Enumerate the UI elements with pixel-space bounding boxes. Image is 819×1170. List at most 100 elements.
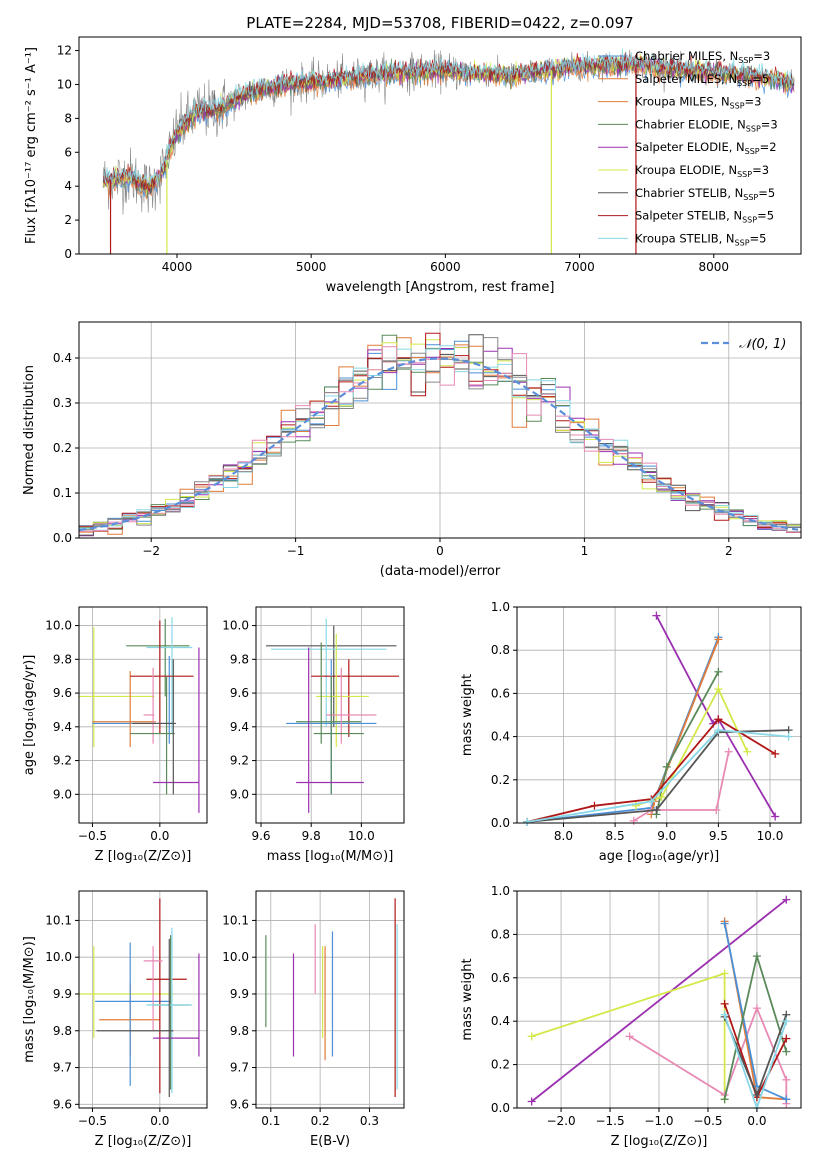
y-axis-label: age [log₁₀(age/yr)] bbox=[22, 655, 37, 776]
x-tick-label: 0.2 bbox=[311, 1114, 330, 1128]
x-axis-label: (data-model)/error bbox=[380, 564, 501, 579]
x-tick-label: −2 bbox=[142, 544, 160, 558]
x-tick-label: 0.1 bbox=[261, 1114, 280, 1128]
legend-label: Kroupa STELIB, NSSP=5 bbox=[635, 231, 766, 247]
legend-label: Salpeter ELODIE, NSSP=2 bbox=[635, 140, 777, 156]
x-tick-label: 1 bbox=[581, 544, 589, 558]
x-tick-label: 10.0 bbox=[757, 829, 784, 843]
weight-series-line bbox=[527, 636, 720, 823]
legend-label-subscript: SSP bbox=[737, 170, 752, 179]
x-tick-label: 2 bbox=[725, 544, 733, 558]
y-tick-label: 9.8 bbox=[230, 1024, 249, 1038]
x-tick-label: 9.8 bbox=[302, 829, 321, 843]
age-vs-metallicity-panel: −0.5 0.0 9.0 9.2 9.4 9.6 9.8 10.0 Z [log₁₀(Z/Z⊙)… bbox=[22, 606, 208, 864]
model-spectrum-line bbox=[102, 53, 795, 192]
mass-vs-metallicity-panel: −0.5 0.0 9.6 9.7 9.8 9.9 10.0 10.1 Z [log₁₀(Z/Z⊙… bbox=[22, 890, 208, 1149]
mass-vs-ebv-panel: 0.1 0.2 0.3 9.6 9.7 9.8 9.9 10.0 10.1 E(B-V) bbox=[222, 890, 405, 1149]
y-tick-label: 0.0 bbox=[491, 816, 510, 830]
x-axis-label: Z [log₁₀(Z/Z⊙)] bbox=[611, 1134, 708, 1149]
legend-label-subscript: SSP bbox=[738, 56, 753, 65]
legend-label: Salpeter STELIB, NSSP=5 bbox=[635, 209, 774, 225]
legend-label-text: Chabrier STELIB, N bbox=[635, 186, 743, 200]
spectrum-lines bbox=[102, 48, 795, 254]
axes-frame bbox=[516, 606, 802, 824]
x-axis-label: mass [log₁₀(M/M⊙)] bbox=[267, 849, 394, 864]
x-tick-label: 0.0 bbox=[747, 1114, 766, 1128]
legend-label-tail: =3 bbox=[753, 49, 770, 63]
y-tick-label: 0.6 bbox=[491, 686, 510, 700]
x-axis-label: E(B-V) bbox=[310, 1134, 350, 1149]
y-tick-label: 4 bbox=[64, 179, 72, 193]
x-tick-label: 4000 bbox=[162, 260, 193, 274]
y-tick-label: 0.4 bbox=[53, 351, 72, 365]
y-tick-label: 9.6 bbox=[53, 686, 72, 700]
axes-frame bbox=[78, 36, 802, 255]
y-axis-label: mass weight bbox=[460, 958, 475, 1040]
axes-frame bbox=[255, 606, 405, 824]
y-tick-label: 9.9 bbox=[230, 987, 249, 1001]
x-tick-label: 0.0 bbox=[150, 829, 169, 843]
x-tick-label: 7000 bbox=[564, 260, 595, 274]
x-tick-label: −0.5 bbox=[78, 1114, 107, 1128]
x-axis-label: Z [log₁₀(Z/Z⊙)] bbox=[95, 849, 192, 864]
x-tick-label: 9.6 bbox=[251, 829, 270, 843]
legend-label-tail: =5 bbox=[758, 186, 775, 200]
y-tick-label: 10.1 bbox=[45, 913, 72, 927]
weight-vs-metallicity-panel: −2.0 −1.5 −1.0 −0.5 0.0 0.0 0.2 0.4 0.6 0.8 1.0 Z [… bbox=[460, 884, 802, 1149]
x-tick-label: −1.5 bbox=[595, 1114, 624, 1128]
legend-label-text: Chabrier ELODIE, N bbox=[635, 117, 746, 131]
residuals-panel: −2 −1 0 1 2 0.0 0.1 0.2 0.3 0.4 (data-model)/error… bbox=[22, 321, 802, 579]
x-tick-label: 0 bbox=[436, 544, 444, 558]
x-axis-label: age [log₁₀(age/yr)] bbox=[599, 849, 720, 864]
y-tick-label: 1.0 bbox=[491, 600, 510, 614]
x-tick-label: 6000 bbox=[430, 260, 461, 274]
x-tick-label: 8.5 bbox=[606, 829, 625, 843]
y-tick-label: 9.4 bbox=[230, 720, 249, 734]
y-tick-label: 9.0 bbox=[53, 787, 72, 801]
y-tick-label: 9.6 bbox=[230, 1097, 249, 1111]
legend-label-tail: =3 bbox=[752, 163, 769, 177]
residual-histogram-step bbox=[79, 337, 801, 531]
legend-label-subscript: SSP bbox=[746, 124, 761, 133]
residual-histogram-step bbox=[79, 345, 801, 533]
legend-label-text: Kroupa STELIB, N bbox=[635, 231, 735, 245]
legend-label: Chabrier STELIB, NSSP=5 bbox=[635, 186, 775, 202]
weight-series-line bbox=[633, 751, 730, 822]
spectrum-panel: 4000 5000 6000 7000 8000 0 2 4 6 8 10 12 wavelength … bbox=[24, 36, 802, 295]
y-tick-label: 9.0 bbox=[230, 787, 249, 801]
legend-label-tail: =2 bbox=[760, 140, 777, 154]
y-tick-label: 0.2 bbox=[53, 441, 72, 455]
y-tick-label: 0.6 bbox=[491, 971, 510, 985]
y-tick-label: 9.7 bbox=[53, 1061, 72, 1075]
y-axis-label: Flux [fλ10⁻¹⁷ erg cm⁻² s⁻¹ A⁻¹] bbox=[24, 47, 39, 244]
legend-label-tail: =5 bbox=[750, 231, 767, 245]
residual-histogram-step bbox=[79, 332, 801, 533]
x-tick-label: −1.0 bbox=[644, 1114, 673, 1128]
y-tick-label: 0.0 bbox=[491, 1101, 510, 1115]
legend-label-subscript: SSP bbox=[743, 193, 758, 202]
y-tick-label: 0.2 bbox=[491, 773, 510, 787]
y-tick-label: 0.2 bbox=[491, 1058, 510, 1072]
legend-label-text: Salpeter MILES, N bbox=[635, 72, 737, 86]
y-tick-label: 0.8 bbox=[491, 643, 510, 657]
y-tick-label: 9.2 bbox=[53, 754, 72, 768]
y-tick-label: 9.2 bbox=[230, 754, 249, 768]
legend-label: Salpeter MILES, NSSP=5 bbox=[635, 72, 769, 88]
x-tick-label: 5000 bbox=[296, 260, 327, 274]
x-axis-label: wavelength [Angstrom, rest frame] bbox=[326, 280, 555, 295]
y-tick-label: 9.8 bbox=[53, 1024, 72, 1038]
legend-label-subscript: SSP bbox=[742, 216, 757, 225]
y-tick-label: 0.8 bbox=[491, 927, 510, 941]
axes-frame bbox=[255, 890, 405, 1109]
y-tick-label: 8 bbox=[64, 111, 72, 125]
legend-label: Kroupa ELODIE, NSSP=3 bbox=[635, 163, 769, 179]
x-tick-label: 8000 bbox=[698, 260, 729, 274]
x-tick-label: −1 bbox=[287, 544, 305, 558]
weight-vs-age-panel: 8.0 8.5 9.0 9.5 10.0 0.0 0.2 0.4 0.6 0.8 1.0 age [l… bbox=[460, 600, 802, 864]
figure-title: PLATE=2284, MJD=53708, FIBERID=0422, z=0… bbox=[246, 14, 633, 32]
weight-series-line bbox=[527, 729, 789, 823]
y-tick-label: 10.0 bbox=[45, 619, 72, 633]
legend-label-text: Salpeter ELODIE, N bbox=[635, 140, 745, 154]
legend-label-subscript: SSP bbox=[745, 147, 760, 156]
